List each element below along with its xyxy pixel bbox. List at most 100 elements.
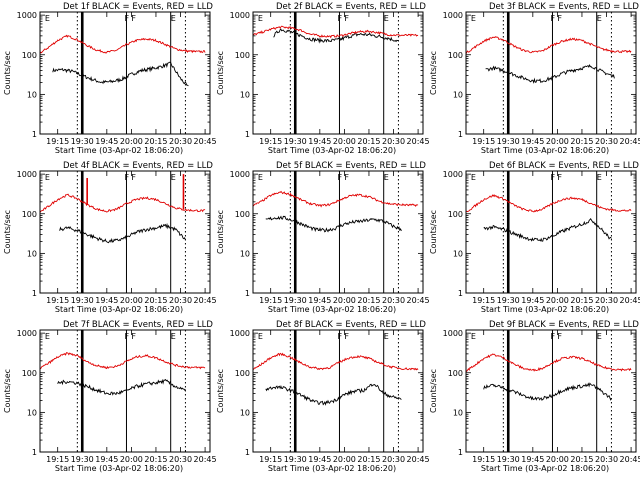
series-line-events (265, 383, 402, 406)
x-axis-label: Start Time (03-Apr-02 18:06:20) (268, 464, 396, 473)
y-axis-label: Counts/sec (216, 369, 225, 413)
y-tick-label: 1 (32, 448, 37, 457)
detector-panel: Det 6f BLACK = Events, RED = LLD Counts/s… (429, 161, 640, 314)
x-tick-label: 20:00 (333, 137, 356, 146)
x-tick-label: 20:00 (546, 137, 569, 146)
y-tick-label: 10 (240, 249, 250, 258)
plot-frame (39, 329, 211, 453)
x-tick-label: 20:45 (620, 296, 640, 305)
x-tick-label: 20:45 (194, 137, 217, 146)
y-tick-label: 10 (453, 408, 463, 417)
y-tick-label: 1000 (230, 11, 250, 20)
x-tick-label: 19:45 (521, 137, 544, 146)
series-line-events (59, 222, 186, 244)
x-tick-label: 20:45 (194, 296, 217, 305)
y-tick-label: 1 (32, 289, 37, 298)
x-tick-label: 20:30 (382, 296, 405, 305)
x-tick-label: 20:30 (595, 137, 618, 146)
region-label: E (384, 14, 389, 23)
x-tick-label: 19:30 (71, 455, 94, 464)
detector-panel: Det 8f BLACK = Events, RED = LLD Counts/s… (216, 320, 430, 473)
x-axis-label: Start Time (03-Apr-02 18:06:20) (481, 464, 609, 473)
region-label: E (171, 14, 176, 23)
series-line-events (485, 63, 615, 84)
x-tick-label: 20:15 (570, 296, 593, 305)
panel-title: Det 4f BLACK = Events, RED = LLD (63, 161, 213, 171)
y-axis-label: Counts/sec (3, 51, 12, 95)
x-axis-label: Start Time (03-Apr-02 18:06:20) (268, 305, 396, 314)
y-tick-label: 1 (458, 130, 463, 139)
region-label: F (131, 332, 136, 341)
region-label: E (171, 173, 176, 182)
y-tick-label: 100 (448, 369, 463, 378)
detector-panel: Det 3f BLACK = Events, RED = LLD Counts/s… (429, 2, 640, 155)
x-tick-label: 20:30 (382, 455, 405, 464)
detector-panel: Det 5f BLACK = Events, RED = LLD Counts/s… (216, 161, 430, 314)
series-line-events (265, 215, 402, 233)
series-line-lld (252, 352, 419, 371)
panel-title: Det 8f BLACK = Events, RED = LLD (276, 320, 426, 330)
x-tick-label: 20:45 (194, 455, 217, 464)
panel-title: Det 7f BLACK = Events, RED = LLD (63, 320, 213, 330)
series-line-events (273, 28, 399, 44)
y-tick-label: 1 (245, 130, 250, 139)
y-tick-label: 100 (22, 210, 37, 219)
y-tick-label: 1000 (17, 11, 37, 20)
region-label: E (471, 173, 476, 182)
x-axis-label: Start Time (03-Apr-02 18:06:20) (481, 305, 609, 314)
x-tick-label: 19:30 (71, 137, 94, 146)
region-label: E (258, 173, 263, 182)
x-tick-label: 19:45 (308, 296, 331, 305)
y-tick-label: 10 (453, 90, 463, 99)
region-label: F (557, 173, 562, 182)
region-label: E (45, 173, 50, 182)
series-line-lld (39, 352, 206, 370)
region-label: E (384, 173, 389, 182)
x-tick-label: 20:45 (620, 137, 640, 146)
x-tick-label: 20:45 (407, 296, 430, 305)
panel-title: Det 1f BLACK = Events, RED = LLD (63, 2, 213, 12)
y-tick-label: 100 (235, 369, 250, 378)
x-tick-label: 19:45 (521, 296, 544, 305)
x-tick-label: 19:15 (472, 296, 495, 305)
y-axis-label: Counts/sec (216, 51, 225, 95)
series-line-events (483, 217, 612, 242)
detector-panel: Det 1f BLACK = Events, RED = LLD Counts/s… (3, 2, 217, 155)
region-label: E (258, 332, 263, 341)
series-line-lld (39, 193, 206, 213)
x-tick-label: 20:30 (382, 137, 405, 146)
y-axis-label: Counts/sec (429, 369, 438, 413)
x-tick-label: 19:15 (472, 455, 495, 464)
x-axis-label: Start Time (03-Apr-02 18:06:20) (481, 146, 609, 155)
region-label: F (557, 332, 562, 341)
y-tick-label: 1 (32, 130, 37, 139)
x-tick-label: 19:15 (46, 137, 69, 146)
x-tick-label: 20:45 (407, 137, 430, 146)
y-tick-label: 1000 (230, 329, 250, 338)
x-axis-label: Start Time (03-Apr-02 18:06:20) (268, 146, 396, 155)
y-tick-label: 1000 (230, 170, 250, 179)
x-tick-label: 20:15 (570, 455, 593, 464)
region-label: F (125, 14, 130, 23)
y-tick-label: 10 (27, 90, 37, 99)
plot-frame (39, 170, 211, 294)
region-label: F (551, 332, 556, 341)
region-label: E (597, 173, 602, 182)
region-label: E (597, 332, 602, 341)
y-axis-label: Counts/sec (429, 210, 438, 254)
x-axis-label: Start Time (03-Apr-02 18:06:20) (55, 146, 183, 155)
panel-title: Det 6f BLACK = Events, RED = LLD (489, 161, 639, 171)
y-tick-label: 100 (235, 51, 250, 60)
series-line-lld (465, 353, 632, 372)
y-tick-label: 10 (27, 249, 37, 258)
x-tick-label: 19:15 (46, 455, 69, 464)
region-label: F (125, 332, 130, 341)
series-line-events (52, 61, 189, 87)
y-tick-label: 1000 (443, 170, 463, 179)
region-label: F (338, 14, 343, 23)
region-label: F (551, 173, 556, 182)
x-tick-label: 20:00 (120, 137, 143, 146)
x-tick-label: 20:45 (407, 455, 430, 464)
series-line-events (57, 378, 186, 396)
x-tick-label: 20:00 (546, 296, 569, 305)
